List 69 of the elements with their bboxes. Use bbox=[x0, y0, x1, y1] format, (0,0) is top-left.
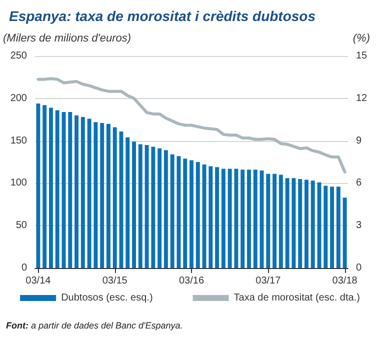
bar bbox=[272, 174, 277, 268]
y2-tick-label: 12 bbox=[356, 92, 368, 104]
x-tick-label: 03/17 bbox=[256, 276, 282, 286]
bar bbox=[330, 186, 334, 268]
bar bbox=[190, 160, 194, 268]
y-tick-label: 200 bbox=[10, 92, 28, 104]
bar bbox=[253, 170, 258, 268]
bar bbox=[74, 115, 78, 268]
bar bbox=[158, 148, 162, 268]
bar bbox=[126, 137, 130, 268]
x-tick-label: 03/14 bbox=[26, 276, 52, 286]
bar bbox=[80, 117, 85, 268]
bar bbox=[228, 168, 232, 268]
y2-axis-title: (%) bbox=[352, 32, 370, 44]
bar bbox=[202, 164, 206, 268]
y-tick-label: 0 bbox=[21, 262, 28, 274]
bar bbox=[48, 108, 53, 268]
bar bbox=[310, 180, 315, 268]
bar bbox=[112, 127, 117, 268]
bar bbox=[247, 170, 251, 268]
bar bbox=[208, 166, 213, 268]
y-axis-title: (Milers de milions d'euros) bbox=[3, 32, 132, 44]
bar bbox=[94, 122, 98, 268]
bar bbox=[215, 167, 220, 268]
line-series bbox=[36, 77, 346, 174]
bar bbox=[151, 146, 156, 268]
bar bbox=[221, 168, 226, 268]
y-tick-label: 50 bbox=[16, 220, 28, 232]
y2-tick-label: 3 bbox=[356, 220, 362, 232]
chart-title: Espanya: taxa de morositat i crèdits dubtosos bbox=[9, 8, 316, 24]
bar bbox=[106, 124, 110, 268]
bar bbox=[336, 186, 340, 268]
bar bbox=[278, 174, 283, 268]
bar bbox=[196, 162, 200, 268]
bar bbox=[304, 180, 308, 268]
text: Font: a partir de dades del Banc d'Espanya. bbox=[6, 320, 183, 330]
bar bbox=[176, 156, 181, 268]
bar bbox=[324, 186, 328, 268]
bar bbox=[144, 145, 149, 268]
bar bbox=[240, 170, 245, 268]
bar bbox=[36, 103, 40, 268]
y2-tick-label: 9 bbox=[356, 135, 362, 146]
bar bbox=[100, 122, 104, 268]
x-tick-label: 03/16 bbox=[178, 276, 204, 286]
bar bbox=[138, 144, 142, 268]
bar bbox=[132, 142, 136, 268]
x-tick-label: 03/15 bbox=[102, 276, 128, 286]
bar bbox=[42, 105, 47, 268]
bar bbox=[342, 198, 347, 268]
x-tick-label: 03/18 bbox=[332, 276, 358, 286]
bar bbox=[55, 110, 60, 268]
bar bbox=[164, 150, 168, 268]
bar bbox=[266, 174, 270, 268]
bar bbox=[170, 154, 174, 268]
y-tick-label: 150 bbox=[10, 135, 28, 146]
y2-tick-label: 15 bbox=[356, 50, 368, 62]
bar bbox=[285, 178, 290, 268]
y-tick-label: 100 bbox=[10, 178, 28, 189]
bar bbox=[68, 112, 72, 268]
y2-tick-label: 0 bbox=[356, 262, 362, 274]
bar bbox=[298, 178, 302, 268]
legend-label: Taxa de morositat (esc. dta.) bbox=[234, 292, 360, 304]
bar bbox=[292, 178, 296, 268]
y-tick-label: 250 bbox=[10, 50, 28, 62]
bar bbox=[87, 118, 92, 268]
bar bbox=[183, 158, 188, 268]
legend-label: Dubtosos (esc. esq.) bbox=[61, 292, 153, 304]
bar bbox=[234, 168, 238, 268]
y2-tick-label: 6 bbox=[356, 178, 362, 189]
